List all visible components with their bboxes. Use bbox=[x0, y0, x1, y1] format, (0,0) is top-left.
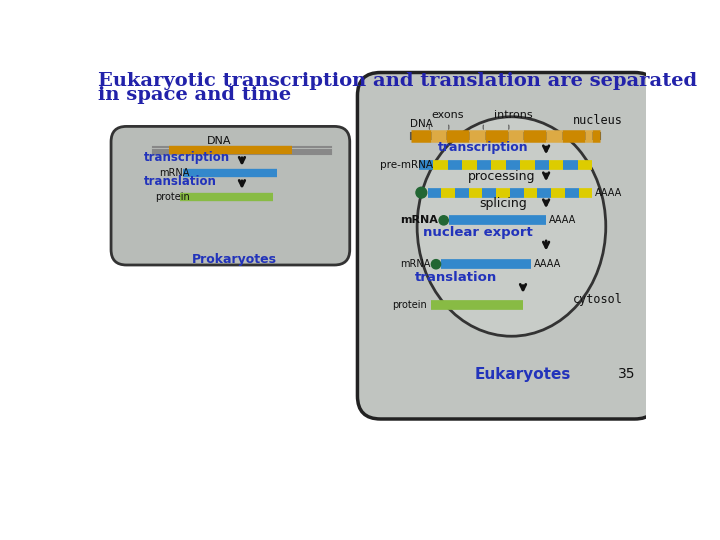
Text: introns: introns bbox=[495, 110, 533, 120]
Circle shape bbox=[416, 187, 427, 198]
Text: nuclear export: nuclear export bbox=[423, 226, 533, 239]
Text: DNA: DNA bbox=[410, 119, 433, 130]
Text: Eukaryotic transcription and translation are separated: Eukaryotic transcription and translation… bbox=[98, 72, 697, 91]
Text: AAAA: AAAA bbox=[549, 215, 577, 225]
Text: AAAA: AAAA bbox=[534, 259, 561, 269]
Text: splicing: splicing bbox=[479, 197, 527, 210]
Text: Prokaryotes: Prokaryotes bbox=[192, 253, 276, 266]
Text: exons: exons bbox=[431, 110, 464, 120]
Text: protein: protein bbox=[392, 300, 427, 310]
Text: 35: 35 bbox=[618, 367, 636, 381]
FancyBboxPatch shape bbox=[111, 126, 350, 265]
Text: AAAA: AAAA bbox=[595, 187, 622, 198]
Text: transcription: transcription bbox=[144, 151, 230, 164]
Text: Eukaryotes: Eukaryotes bbox=[474, 367, 571, 382]
Text: DNA: DNA bbox=[207, 136, 231, 146]
Text: transcription: transcription bbox=[438, 141, 529, 154]
Text: translation: translation bbox=[144, 176, 217, 188]
Text: pre-mRNA: pre-mRNA bbox=[379, 160, 433, 170]
Circle shape bbox=[439, 215, 449, 225]
Text: mRNA: mRNA bbox=[160, 167, 190, 178]
Text: protein: protein bbox=[155, 192, 189, 202]
Text: mRNA: mRNA bbox=[400, 215, 438, 225]
Text: cytosol: cytosol bbox=[573, 293, 623, 306]
Text: translation: translation bbox=[415, 271, 498, 284]
FancyBboxPatch shape bbox=[357, 72, 658, 419]
Text: mRNA: mRNA bbox=[400, 259, 431, 269]
Text: processing: processing bbox=[467, 170, 535, 183]
Text: in space and time: in space and time bbox=[98, 86, 291, 104]
Ellipse shape bbox=[417, 117, 606, 336]
Circle shape bbox=[431, 260, 441, 269]
Text: nucleus: nucleus bbox=[573, 114, 623, 127]
